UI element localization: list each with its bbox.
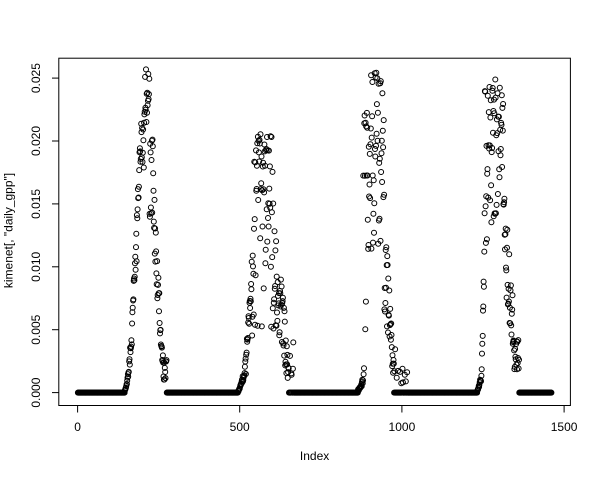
svg-text:0.025: 0.025 xyxy=(29,63,43,93)
svg-text:0: 0 xyxy=(74,420,81,434)
svg-text:1500: 1500 xyxy=(551,420,578,434)
svg-text:kimenet[, "daily_gpp"]: kimenet[, "daily_gpp"] xyxy=(2,173,16,288)
svg-text:0.005: 0.005 xyxy=(29,314,43,344)
svg-text:0.015: 0.015 xyxy=(29,189,43,219)
svg-text:0.010: 0.010 xyxy=(29,251,43,281)
svg-text:0.000: 0.000 xyxy=(29,377,43,407)
svg-text:500: 500 xyxy=(230,420,250,434)
svg-text:1000: 1000 xyxy=(389,420,416,434)
svg-text:0.020: 0.020 xyxy=(29,126,43,156)
svg-text:Index: Index xyxy=(300,449,329,463)
